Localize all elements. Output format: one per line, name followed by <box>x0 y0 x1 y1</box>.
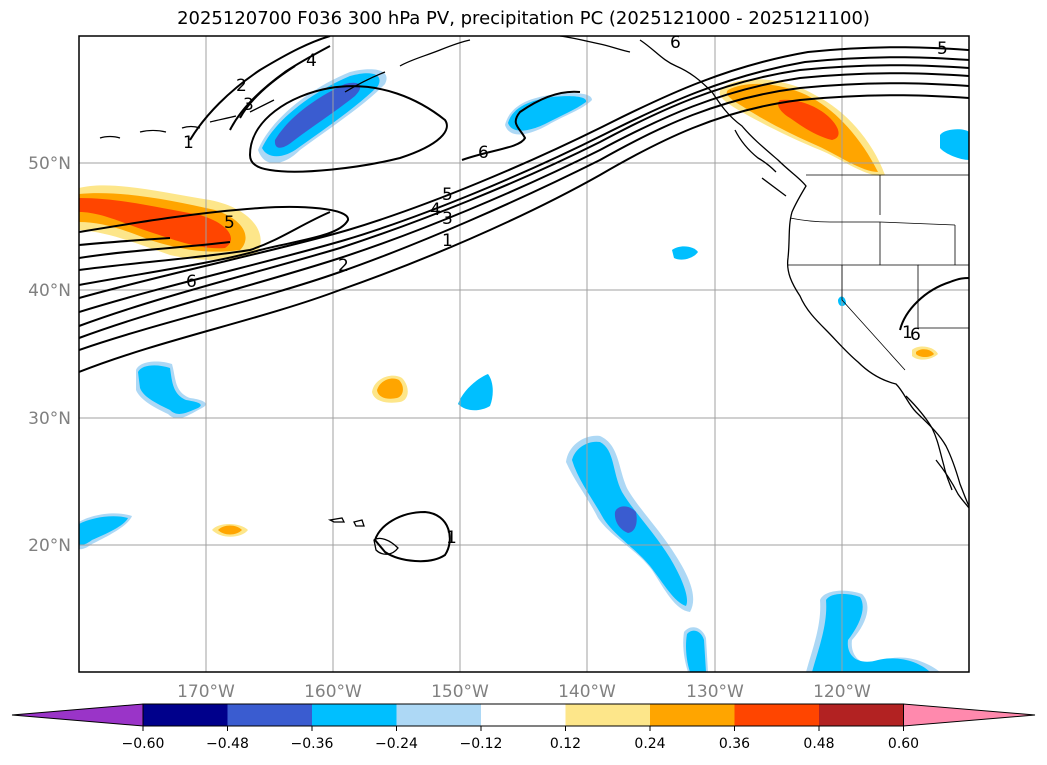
contour-label: 1 <box>183 133 194 153</box>
colorbar: −0.60 −0.48 −0.36 −0.24 −0.12 0.12 0.24 0.36 0.4… <box>11 703 1036 752</box>
colorbar-segment <box>143 704 228 726</box>
contour-label: 5 <box>224 213 235 233</box>
colorbar-tick-label: 0.36 <box>719 736 750 752</box>
lon-label: 130°W <box>686 682 744 702</box>
colorbar-segment <box>650 704 735 726</box>
map-title: 2025120700 F036 300 hPa PV, precipitatio… <box>177 8 870 29</box>
colorbar-segment <box>312 704 397 726</box>
map-frame <box>78 35 970 673</box>
colorbar-segment <box>565 704 650 726</box>
colorbar-tick-label: −0.36 <box>291 736 334 752</box>
pv-contours <box>79 36 969 563</box>
lat-label: 20°N <box>28 536 71 556</box>
contour-label: 3 <box>442 209 453 229</box>
longitude-labels: 170°W 160°W 150°W 140°W 130°W 120°W <box>177 682 871 702</box>
lat-label: 40°N <box>28 281 71 301</box>
colorbar-tick-label: 0.48 <box>803 736 834 752</box>
lon-label: 140°W <box>558 682 616 702</box>
contour-label: 6 <box>478 143 489 163</box>
colorbar-tick-label: −0.48 <box>206 736 249 752</box>
contour-label: 6 <box>910 325 921 345</box>
colorbar-segment <box>734 704 819 726</box>
lon-label: 160°W <box>304 682 362 702</box>
colorbar-extend-min <box>11 703 144 727</box>
colorbar-outline <box>142 703 904 727</box>
lon-label: 150°W <box>431 682 489 702</box>
precip-fields <box>79 69 969 672</box>
contour-label: 3 <box>243 95 254 115</box>
colorbar-segment <box>396 704 481 726</box>
lon-label: 120°W <box>813 682 871 702</box>
political-borders <box>788 174 969 371</box>
colorbar-tick-label: 0.24 <box>634 736 665 752</box>
graticule <box>79 36 969 672</box>
contour-label: 2 <box>236 76 247 96</box>
colorbar-segment <box>819 704 904 726</box>
contour-label: 5 <box>442 185 453 205</box>
contour-label: 5 <box>937 39 948 59</box>
colorbar-tick-label: −0.60 <box>122 736 165 752</box>
contour-label: 4 <box>306 51 317 71</box>
contour-label-group: 1 2 3 4 5 6 6 5 4 3 2 1 6 6 1 5 1 <box>183 33 948 548</box>
contour-label: 4 <box>430 200 441 220</box>
coastlines <box>99 36 969 555</box>
lon-label: 170°W <box>177 682 235 702</box>
colorbar-tick-label: 0.60 <box>888 736 919 752</box>
colorbar-tick-label: −0.12 <box>460 736 503 752</box>
colorbar-segment <box>227 704 312 726</box>
contour-label: 6 <box>186 272 197 292</box>
contour-label: 1 <box>902 323 913 343</box>
colorbar-tick-label: 0.12 <box>550 736 581 752</box>
contour-label: 6 <box>670 33 681 53</box>
lat-label: 50°N <box>28 154 71 174</box>
contour-label: 2 <box>338 256 349 276</box>
lat-label: 30°N <box>28 409 71 429</box>
contour-label: 1 <box>446 528 457 548</box>
contour-label: 1 <box>442 231 453 251</box>
colorbar-tick-label: −0.24 <box>375 736 418 752</box>
latitude-labels: 50°N 40°N 30°N 20°N <box>28 154 71 556</box>
colorbar-extend-max <box>903 703 1036 727</box>
colorbar-segment <box>481 704 566 726</box>
